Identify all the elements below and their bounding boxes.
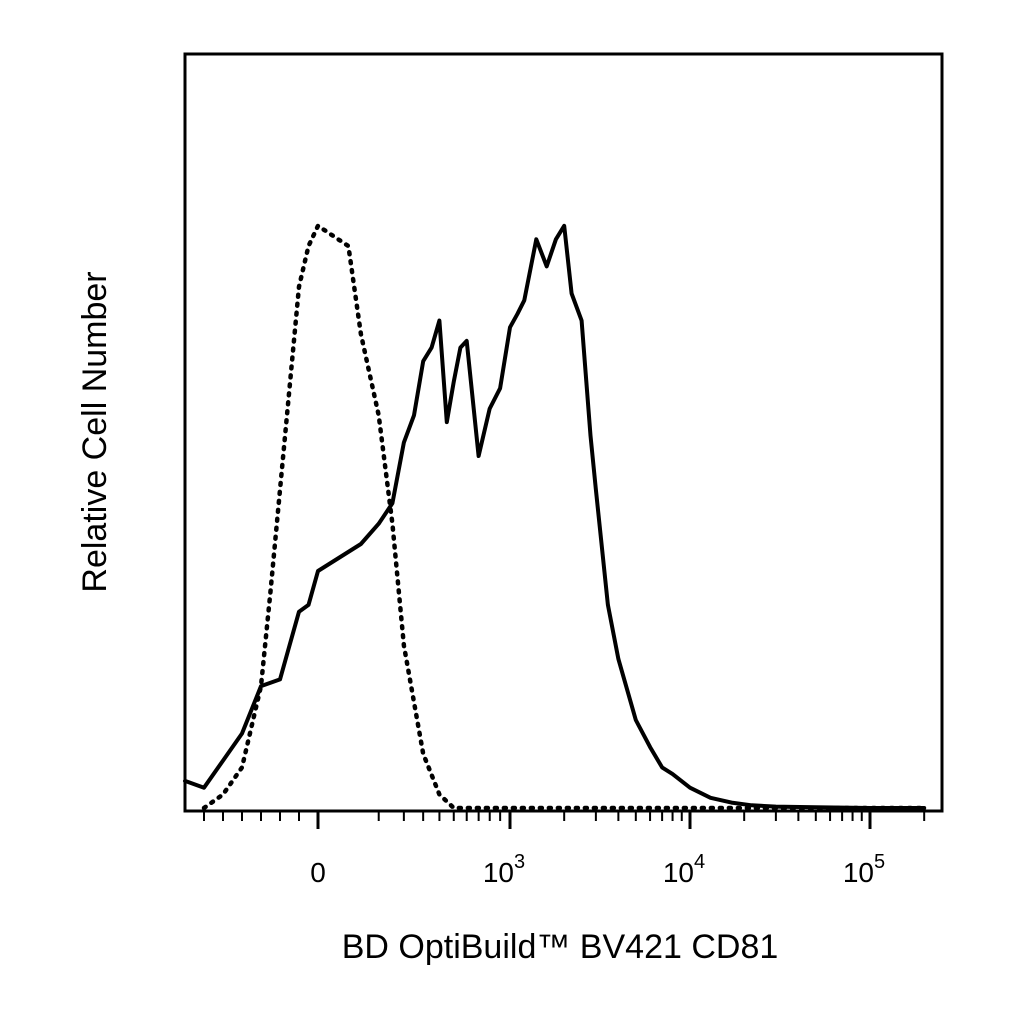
x-tick-exponent: 3 bbox=[514, 851, 525, 873]
x-tick-label: 0 bbox=[310, 857, 326, 888]
x-tick-label: 105 bbox=[843, 851, 885, 888]
series-layer bbox=[183, 223, 927, 811]
x-minor-ticks bbox=[203, 811, 926, 821]
x-tick-labels: 0 103 104 105 bbox=[310, 851, 885, 888]
x-tick-exponent: 4 bbox=[694, 851, 705, 873]
x-tick-label: 103 bbox=[483, 851, 525, 888]
y-axis-label: Relative Cell Number bbox=[76, 271, 114, 592]
x-major-ticks bbox=[316, 811, 872, 829]
plot-frame bbox=[183, 52, 944, 813]
x-tick-label: 104 bbox=[663, 851, 705, 888]
x-axis-label: BD OptiBuild™ BV421 CD81 bbox=[342, 928, 779, 966]
cd81-stained-line bbox=[183, 223, 927, 810]
x-tick-exponent: 5 bbox=[874, 851, 885, 873]
isotype-control-line bbox=[201, 223, 927, 811]
